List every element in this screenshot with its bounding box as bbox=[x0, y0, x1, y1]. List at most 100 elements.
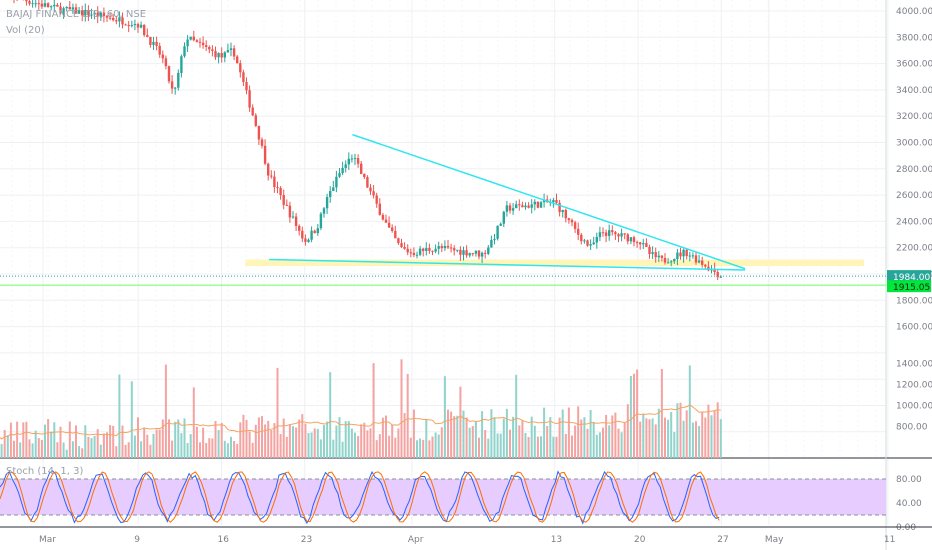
price-tick-label: 2600.00 bbox=[896, 191, 932, 201]
candle-body bbox=[65, 6, 68, 9]
volume-bar bbox=[527, 437, 530, 458]
volume-bar bbox=[121, 425, 124, 458]
candle-body bbox=[580, 234, 583, 242]
trendlines[interactable] bbox=[269, 133, 746, 271]
price-tick-label: 3800.00 bbox=[896, 33, 932, 43]
candle-body bbox=[105, 16, 109, 18]
volume-bar bbox=[102, 433, 105, 458]
price-badge-label: 1984.00 bbox=[893, 273, 930, 283]
candle-body bbox=[679, 252, 682, 257]
candle-body bbox=[688, 255, 691, 257]
candle-body bbox=[356, 158, 360, 164]
candle-body bbox=[635, 242, 639, 244]
candle-body bbox=[524, 205, 527, 208]
candle-body bbox=[341, 168, 344, 174]
volume-bar bbox=[285, 436, 288, 458]
candle-body bbox=[499, 223, 502, 226]
volume-bar bbox=[648, 419, 651, 458]
volume-bar bbox=[419, 438, 422, 458]
volume-bar bbox=[329, 372, 332, 458]
candle-body bbox=[87, 9, 90, 16]
volume-bar bbox=[332, 439, 335, 458]
volume-bar bbox=[605, 414, 608, 458]
candle-body bbox=[174, 87, 177, 89]
price-axis[interactable]: 4000.00 3800.00 3600.00 3400.00 3200.00 3000.… bbox=[887, 7, 932, 433]
time-tick-label: 23 bbox=[301, 535, 312, 545]
candle-body bbox=[570, 220, 574, 223]
time-axis[interactable]: Mar91623Apr132027May1118 bbox=[39, 535, 932, 545]
volume-bar bbox=[515, 374, 518, 458]
candle-body bbox=[694, 255, 698, 263]
volume-bar bbox=[679, 402, 682, 458]
volume-bar bbox=[623, 422, 626, 458]
time-tick-label: 16 bbox=[218, 535, 230, 545]
candle-body bbox=[102, 12, 106, 17]
volume-bar bbox=[611, 415, 614, 458]
candle-body bbox=[471, 253, 474, 255]
volume-bar bbox=[710, 415, 713, 458]
volume-bar bbox=[654, 424, 657, 458]
time-tick-label: Mar bbox=[39, 535, 56, 545]
candle-body bbox=[701, 260, 704, 265]
candle-body bbox=[282, 195, 285, 205]
volume-bar bbox=[453, 416, 456, 458]
volume-bar bbox=[580, 419, 583, 458]
candle-body bbox=[378, 203, 381, 215]
candle-body bbox=[136, 24, 140, 28]
volume-bar bbox=[450, 411, 453, 458]
volume-bar bbox=[217, 430, 220, 458]
volume-bar bbox=[459, 386, 462, 458]
volume-bar bbox=[378, 434, 381, 458]
candle-body bbox=[397, 238, 400, 244]
time-tick-label: 27 bbox=[717, 535, 728, 545]
volume-bar bbox=[682, 420, 685, 458]
candle-body bbox=[322, 208, 326, 214]
volume-bar bbox=[487, 438, 490, 458]
candle-body bbox=[217, 53, 220, 58]
candle-body bbox=[236, 56, 239, 64]
candle-body bbox=[586, 240, 589, 246]
volume-bar bbox=[462, 410, 465, 458]
volume-bar bbox=[127, 442, 130, 458]
candle-body bbox=[344, 164, 347, 169]
candle-body bbox=[329, 190, 332, 197]
candle-body bbox=[440, 246, 443, 249]
candle-body bbox=[601, 232, 605, 234]
candle-body bbox=[276, 187, 279, 189]
candle-body bbox=[642, 243, 645, 245]
volume-bar bbox=[602, 427, 604, 458]
volume-bar bbox=[143, 427, 146, 458]
volume-bar bbox=[68, 421, 71, 458]
candle-body bbox=[400, 243, 403, 247]
volume-bar bbox=[509, 429, 511, 458]
volume-bar bbox=[93, 435, 96, 458]
volume-bar bbox=[59, 426, 62, 458]
volume-bar bbox=[16, 421, 19, 458]
volume-bar bbox=[292, 426, 294, 458]
candle-body bbox=[465, 250, 468, 256]
candle-body bbox=[62, 8, 65, 14]
volume-bar bbox=[195, 426, 198, 458]
candle-body bbox=[648, 246, 651, 254]
volume-bar bbox=[65, 449, 68, 458]
volume-bar bbox=[304, 423, 307, 458]
volume-bar bbox=[338, 417, 341, 458]
candle-body bbox=[676, 252, 679, 259]
volume-bar bbox=[133, 435, 136, 458]
volume-bar bbox=[223, 440, 226, 458]
candle-body bbox=[294, 216, 298, 227]
trendline-lower bbox=[269, 258, 746, 271]
candle-body bbox=[530, 204, 533, 208]
volume-bar bbox=[171, 440, 174, 458]
volume-bar bbox=[670, 412, 673, 458]
volume-tick-label: 800.00 bbox=[896, 423, 928, 433]
volume-bar bbox=[443, 376, 446, 458]
candle-body bbox=[387, 222, 391, 228]
volume-bar bbox=[691, 422, 694, 458]
volume-bar bbox=[214, 421, 217, 458]
volume-bar bbox=[208, 438, 211, 458]
candle-body bbox=[248, 90, 251, 108]
volume-bar bbox=[574, 425, 577, 458]
volume-bar bbox=[617, 428, 620, 458]
